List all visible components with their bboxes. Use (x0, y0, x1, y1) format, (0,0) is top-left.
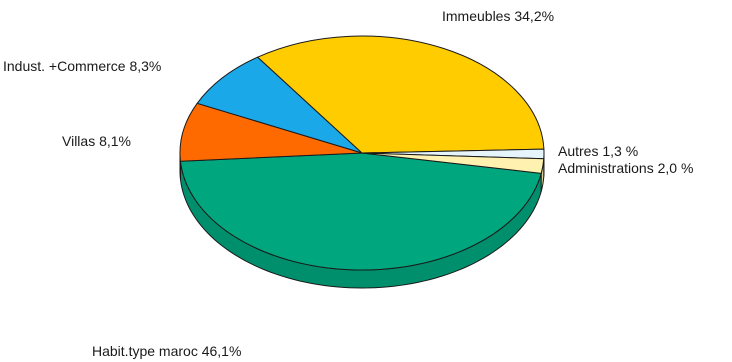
slice-administrations (361, 152, 545, 174)
slice-label-immeubles: Immeubles 34,2% (442, 8, 554, 24)
slice-immeubles (256, 35, 545, 154)
slice-label-villas: Villas 8,1% (62, 133, 131, 149)
slice-label-indust-commerce: Indust. +Commerce 8,3% (3, 58, 161, 74)
slice-villas (179, 102, 363, 162)
slice-label-administrations: Administrations 2,0 % (558, 160, 693, 176)
slice-label-autres: Autres 1,3 % (558, 143, 638, 159)
slice-habit-type-maroc (179, 152, 542, 271)
slice-indust-commerce (196, 56, 363, 154)
slice-label-habit-type-maroc: Habit.type maroc 46,1% (92, 343, 241, 359)
